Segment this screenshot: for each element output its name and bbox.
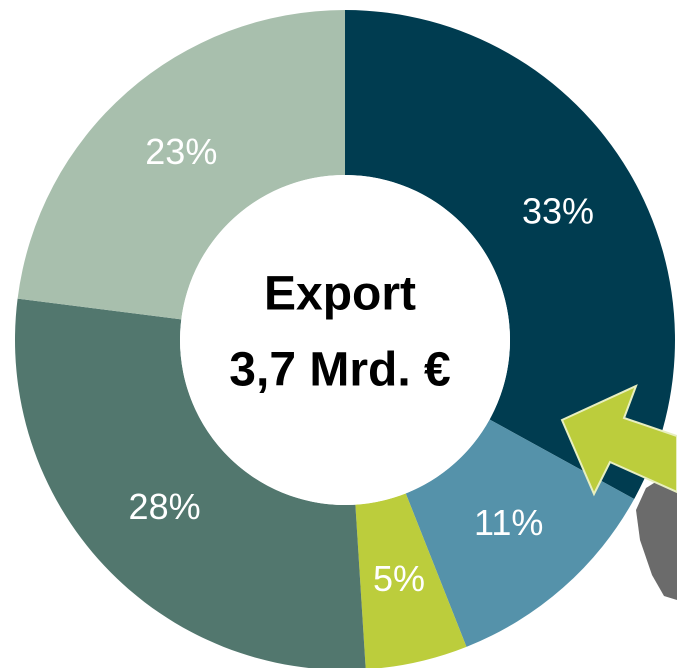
slice bbox=[17, 10, 346, 320]
slice bbox=[405, 419, 635, 647]
value-labels: 33% 11% 5% 28% 23% bbox=[129, 131, 595, 599]
map-shape bbox=[636, 478, 677, 600]
center-subtitle: 3,7 Mrd. € bbox=[229, 344, 450, 397]
donut-hole bbox=[180, 175, 510, 505]
slice bbox=[345, 10, 675, 499]
slice bbox=[355, 493, 467, 668]
value-label: 11% bbox=[474, 502, 543, 543]
value-label: 33% bbox=[522, 191, 594, 232]
value-label: 23% bbox=[145, 131, 217, 172]
center-title: Export bbox=[264, 268, 416, 321]
arrow bbox=[560, 384, 677, 497]
slices bbox=[15, 10, 675, 668]
slice bbox=[15, 298, 366, 668]
value-label: 5% bbox=[373, 558, 425, 599]
value-label: 28% bbox=[129, 486, 201, 527]
